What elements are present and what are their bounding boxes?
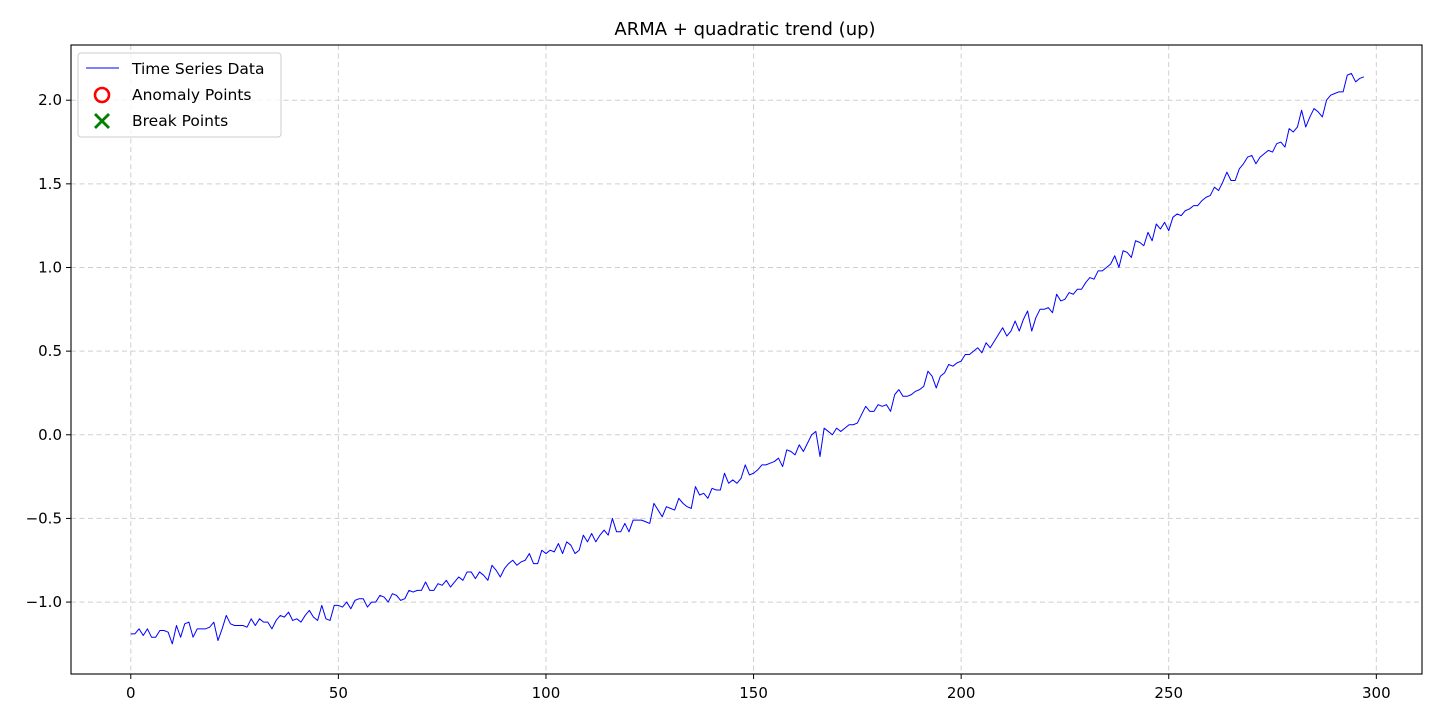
x-tick-label: 150 [739, 684, 768, 702]
legend-box [77, 52, 282, 138]
series-line-time-series-data [130, 72, 1365, 645]
y-tick-label: −0.5 [26, 509, 62, 527]
x-tick-label: 200 [947, 684, 976, 702]
legend-swatch-circle-icon [93, 86, 111, 104]
x-tick-label: 100 [532, 684, 561, 702]
x-tick-label: 250 [1154, 684, 1183, 702]
y-tick-label: −1.0 [26, 593, 62, 611]
y-axis: −1.0 −0.5 0.0 0.5 1.0 1.5 2.0 [26, 91, 71, 611]
legend: Time Series Data Anomaly Points Break Po… [77, 52, 282, 138]
x-tick-label: 300 [1362, 684, 1391, 702]
x-tick-label: 50 [329, 684, 348, 702]
legend-label-time-series: Time Series Data [131, 60, 264, 78]
y-tick-label: 0.0 [38, 426, 62, 444]
series-layer [130, 72, 1365, 645]
y-tick-label: 1.0 [38, 258, 62, 276]
legend-label-break: Break Points [132, 112, 228, 130]
y-tick-label: 0.5 [38, 342, 62, 360]
x-tick-label: 0 [126, 684, 136, 702]
y-tick-label: 1.5 [38, 175, 62, 193]
plot-area-frame [70, 44, 1423, 675]
chart-title: ARMA + quadratic trend (up) [614, 19, 875, 40]
x-axis: 0 50 100 150 200 250 300 [126, 674, 1391, 702]
grid-lines [71, 45, 1422, 674]
legend-swatch-x-icon [94, 113, 110, 129]
y-tick-label: 2.0 [38, 91, 62, 109]
legend-label-anomaly: Anomaly Points [132, 86, 251, 104]
